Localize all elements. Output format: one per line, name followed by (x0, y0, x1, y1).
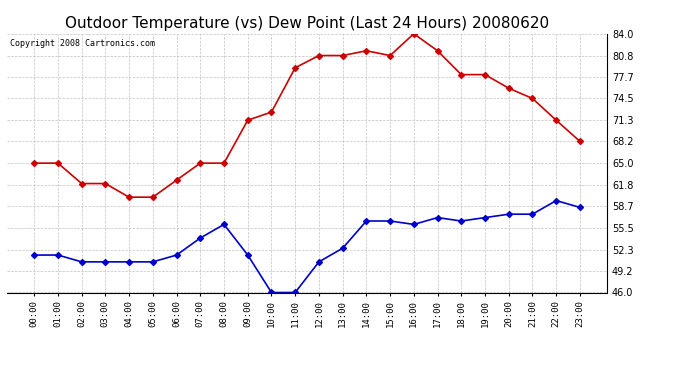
Text: Copyright 2008 Cartronics.com: Copyright 2008 Cartronics.com (10, 39, 155, 48)
Title: Outdoor Temperature (vs) Dew Point (Last 24 Hours) 20080620: Outdoor Temperature (vs) Dew Point (Last… (65, 16, 549, 31)
